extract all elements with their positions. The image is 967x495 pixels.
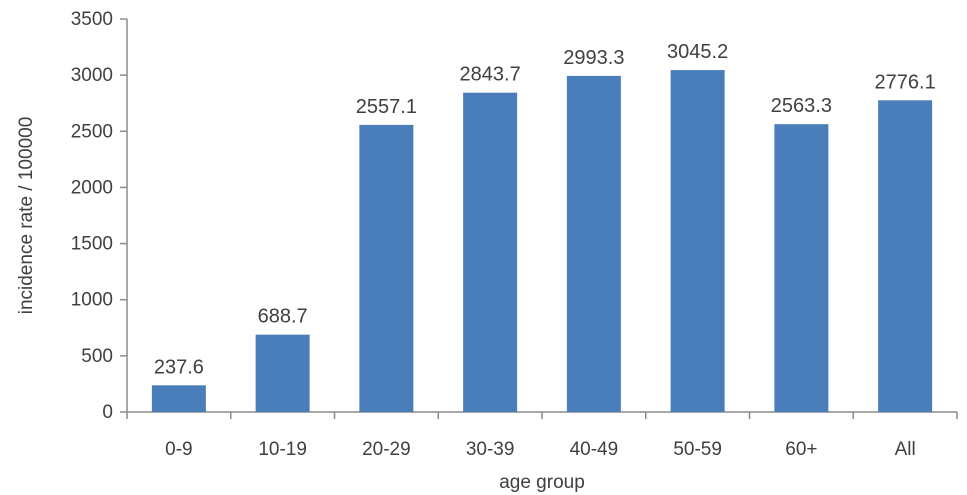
x-tick-label: 20-29 [362, 439, 411, 460]
x-tick-label: 0-9 [165, 439, 192, 460]
x-tick-label: 60+ [785, 439, 817, 460]
y-tick-label: 500 [81, 346, 113, 367]
bar-30-39 [463, 92, 518, 412]
y-tick-label: 3500 [71, 9, 113, 30]
x-axis: 0-9 10-19 20-29 30-39 40-49 50-59 60+ All [126, 411, 958, 460]
bar-20-29 [359, 124, 414, 412]
data-label: 688.7 [258, 306, 308, 328]
bar-50-59 [670, 70, 725, 413]
bar-0-9 [151, 385, 206, 412]
bar-10-19 [255, 334, 310, 412]
data-label: 2563.3 [771, 95, 832, 117]
data-label: 2776.1 [875, 71, 936, 93]
data-label: 3045.2 [667, 41, 728, 63]
y-tick-label: 3000 [71, 65, 113, 86]
data-label: 237.6 [154, 356, 204, 378]
x-tick-label: 40-49 [570, 439, 619, 460]
x-axis-title: age group [499, 472, 585, 493]
x-tick-label: 10-19 [258, 439, 307, 460]
bar-40-49 [566, 75, 621, 412]
y-tick-label: 0 [102, 402, 113, 423]
x-tick-label: 30-39 [466, 439, 515, 460]
y-axis: 0 500 1000 1500 2000 2500 3000 3500 [71, 9, 128, 423]
data-labels: 237.6 688.7 2557.1 2843.7 2993.3 3045.2 2563.3… [154, 41, 936, 378]
bar-60+ [774, 124, 829, 412]
data-label: 2843.7 [460, 64, 521, 86]
bars [151, 70, 933, 413]
bar-All [878, 100, 933, 412]
y-tick-label: 2000 [71, 177, 113, 198]
y-tick-label: 1500 [71, 234, 113, 255]
x-tick-label: All [895, 439, 916, 460]
y-tick-label: 2500 [71, 121, 113, 142]
data-label: 2993.3 [563, 47, 624, 69]
y-tick-label: 1000 [71, 290, 113, 311]
y-axis-title: incidence rate / 100000 [16, 117, 37, 315]
x-tick-label: 50-59 [673, 439, 722, 460]
data-label: 2557.1 [356, 96, 417, 118]
